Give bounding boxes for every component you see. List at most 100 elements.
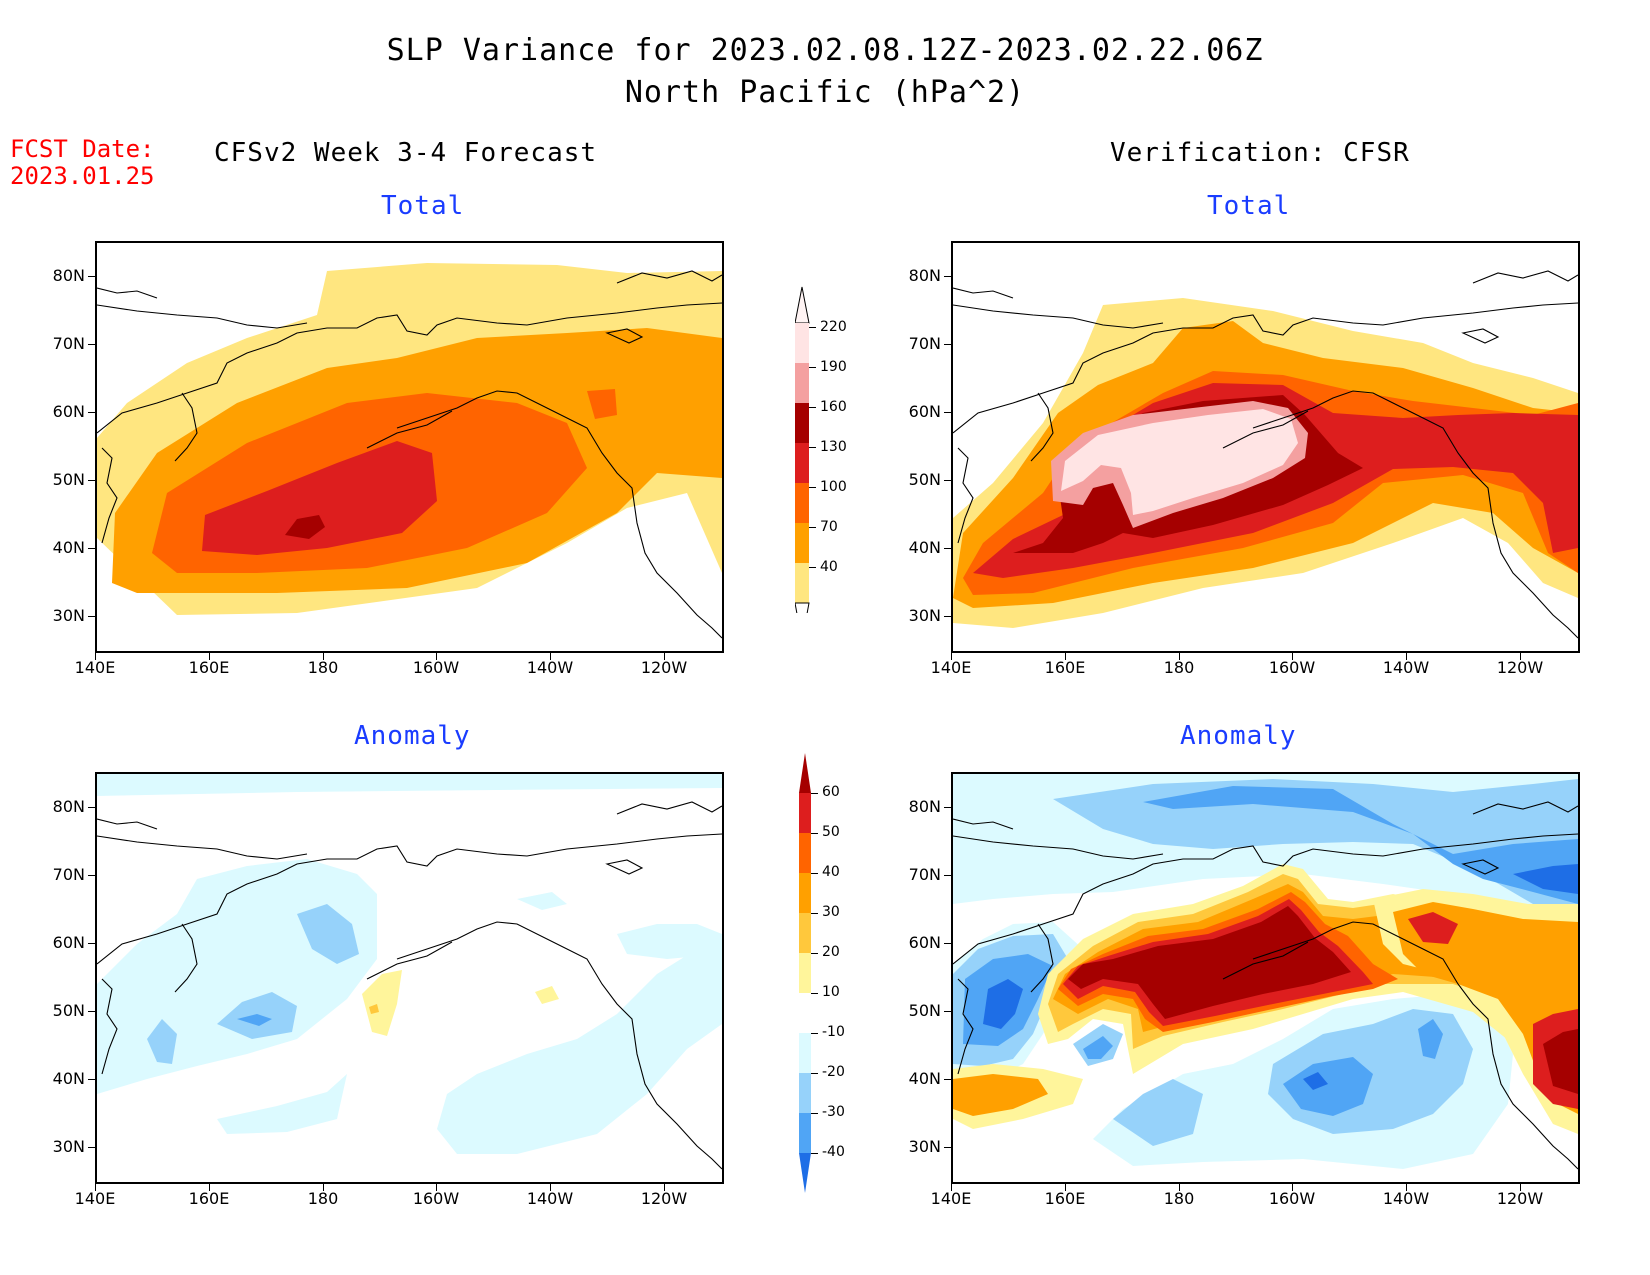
lon-label: 160E xyxy=(188,1189,230,1208)
lat-label: 30N xyxy=(52,1137,85,1156)
lon-tick xyxy=(1292,653,1293,660)
lat-tick xyxy=(88,480,95,481)
total-colorbar-segment xyxy=(795,363,809,403)
contour-neg40-east xyxy=(1303,1072,1328,1090)
lat-label: 80N xyxy=(52,797,85,816)
total-colorbar-segment xyxy=(795,563,809,603)
total-colorbar-tick xyxy=(809,567,816,568)
anomaly-colorbar-segment xyxy=(799,993,811,1033)
contour-neg30-north xyxy=(1143,786,1578,904)
lon-label: 140W xyxy=(526,1189,574,1208)
total-colorbar-segment xyxy=(795,523,809,563)
lon-label: 120W xyxy=(640,1189,688,1208)
anomaly-colorbar-label: 50 xyxy=(822,824,840,840)
lon-tick xyxy=(209,1184,210,1191)
lat-tick xyxy=(88,807,95,808)
lat-tick xyxy=(88,344,95,345)
coastline xyxy=(953,270,1578,639)
lat-label: 40N xyxy=(908,538,941,557)
total-colorbar-tick xyxy=(809,487,816,488)
lat-tick xyxy=(944,1079,951,1080)
bottom-left-panel-title: Anomaly xyxy=(354,721,471,751)
lon-label: 140E xyxy=(930,658,972,677)
lat-tick xyxy=(944,875,951,876)
anomaly-colorbar-segment xyxy=(799,1113,811,1153)
anomaly-colorbar-tick xyxy=(811,993,818,994)
contour-130 xyxy=(202,441,437,555)
anomaly-colorbar xyxy=(799,753,811,1193)
lat-tick xyxy=(88,276,95,277)
lon-tick xyxy=(550,1184,551,1191)
verification-anomaly-map xyxy=(951,772,1580,1184)
anomaly-colorbar-tick xyxy=(811,1033,818,1034)
anomaly-colorbar-tick xyxy=(811,913,818,914)
total-colorbar-tick xyxy=(809,367,816,368)
lat-label: 50N xyxy=(52,1001,85,1020)
anomaly-colorbar-label: 60 xyxy=(822,784,840,800)
contour-100-patch xyxy=(587,389,617,419)
top-left-panel-title: Total xyxy=(381,191,465,221)
total-colorbar-top-tip xyxy=(795,286,810,324)
anomaly-colorbar-segment xyxy=(799,1033,811,1073)
lon-label: 140W xyxy=(526,658,574,677)
anomaly-colorbar-tick xyxy=(811,793,818,794)
contour-neg40-west xyxy=(983,979,1023,1029)
lon-label: 180 xyxy=(1163,1189,1195,1208)
contour-neg20-southeast xyxy=(1113,1079,1203,1146)
lat-label: 60N xyxy=(52,933,85,952)
contour-220 xyxy=(1061,409,1298,515)
anomaly-colorbar-label: 30 xyxy=(822,904,840,920)
fcst-date: FCST Date: 2023.01.25 xyxy=(10,136,155,190)
lat-label: 70N xyxy=(908,865,941,884)
lon-tick xyxy=(1065,1184,1066,1191)
lat-label: 60N xyxy=(908,402,941,421)
anomaly-colorbar-segment xyxy=(799,953,811,993)
fcst-date-value: 2023.01.25 xyxy=(10,162,155,190)
lat-tick xyxy=(88,548,95,549)
lon-tick xyxy=(1520,1184,1521,1191)
forecast-anomaly-contours xyxy=(97,774,722,1170)
lon-label: 160W xyxy=(412,658,460,677)
total-colorbar xyxy=(795,286,810,613)
lon-tick xyxy=(1406,1184,1407,1191)
anomaly-colorbar-segment xyxy=(799,873,811,913)
title-line-2: North Pacific (hPa^2) xyxy=(624,75,1026,110)
main-title: SLP Variance for 2023.02.08.12Z-2023.02.… xyxy=(0,30,1650,114)
total-colorbar-tick xyxy=(809,447,816,448)
contour-neg20-north xyxy=(1053,779,1578,914)
total-colorbar-label: 70 xyxy=(820,519,838,535)
total-colorbar-segment xyxy=(795,443,809,483)
contour-pos60-main xyxy=(1068,906,1351,1019)
lat-label: 60N xyxy=(908,933,941,952)
lon-label: 160E xyxy=(1044,1189,1086,1208)
lat-label: 50N xyxy=(908,470,941,489)
lon-label: 120W xyxy=(1496,658,1544,677)
lon-label: 120W xyxy=(1496,1189,1544,1208)
lon-tick xyxy=(1179,1184,1180,1191)
contour-pos60-far-east xyxy=(1543,1029,1578,1094)
total-colorbar-segment xyxy=(795,403,809,443)
contour-pos30-east xyxy=(1393,902,1578,1114)
anomaly-colorbar-label: -30 xyxy=(822,1104,845,1120)
lon-tick xyxy=(1520,653,1521,660)
contour-neg30 xyxy=(237,1014,272,1026)
anomaly-colorbar-label: -20 xyxy=(822,1064,845,1080)
lon-tick xyxy=(951,1184,952,1191)
lat-label: 50N xyxy=(52,470,85,489)
contour-neg30-east xyxy=(1283,1057,1373,1116)
lon-tick xyxy=(664,1184,665,1191)
lat-tick xyxy=(944,412,951,413)
lat-label: 30N xyxy=(908,606,941,625)
lon-tick xyxy=(323,653,324,660)
contour-pos30-sw xyxy=(953,1074,1048,1116)
lon-tick xyxy=(1179,653,1180,660)
lat-tick xyxy=(944,807,951,808)
lat-label: 70N xyxy=(908,334,941,353)
lon-label: 140W xyxy=(1382,658,1430,677)
contour-neg30-sw xyxy=(1083,1036,1113,1059)
coastline xyxy=(97,270,722,639)
lon-label: 180 xyxy=(307,658,339,677)
lat-label: 40N xyxy=(52,538,85,557)
forecast-total-contours xyxy=(97,263,722,639)
contour-neg30-east-b xyxy=(1418,1019,1443,1059)
